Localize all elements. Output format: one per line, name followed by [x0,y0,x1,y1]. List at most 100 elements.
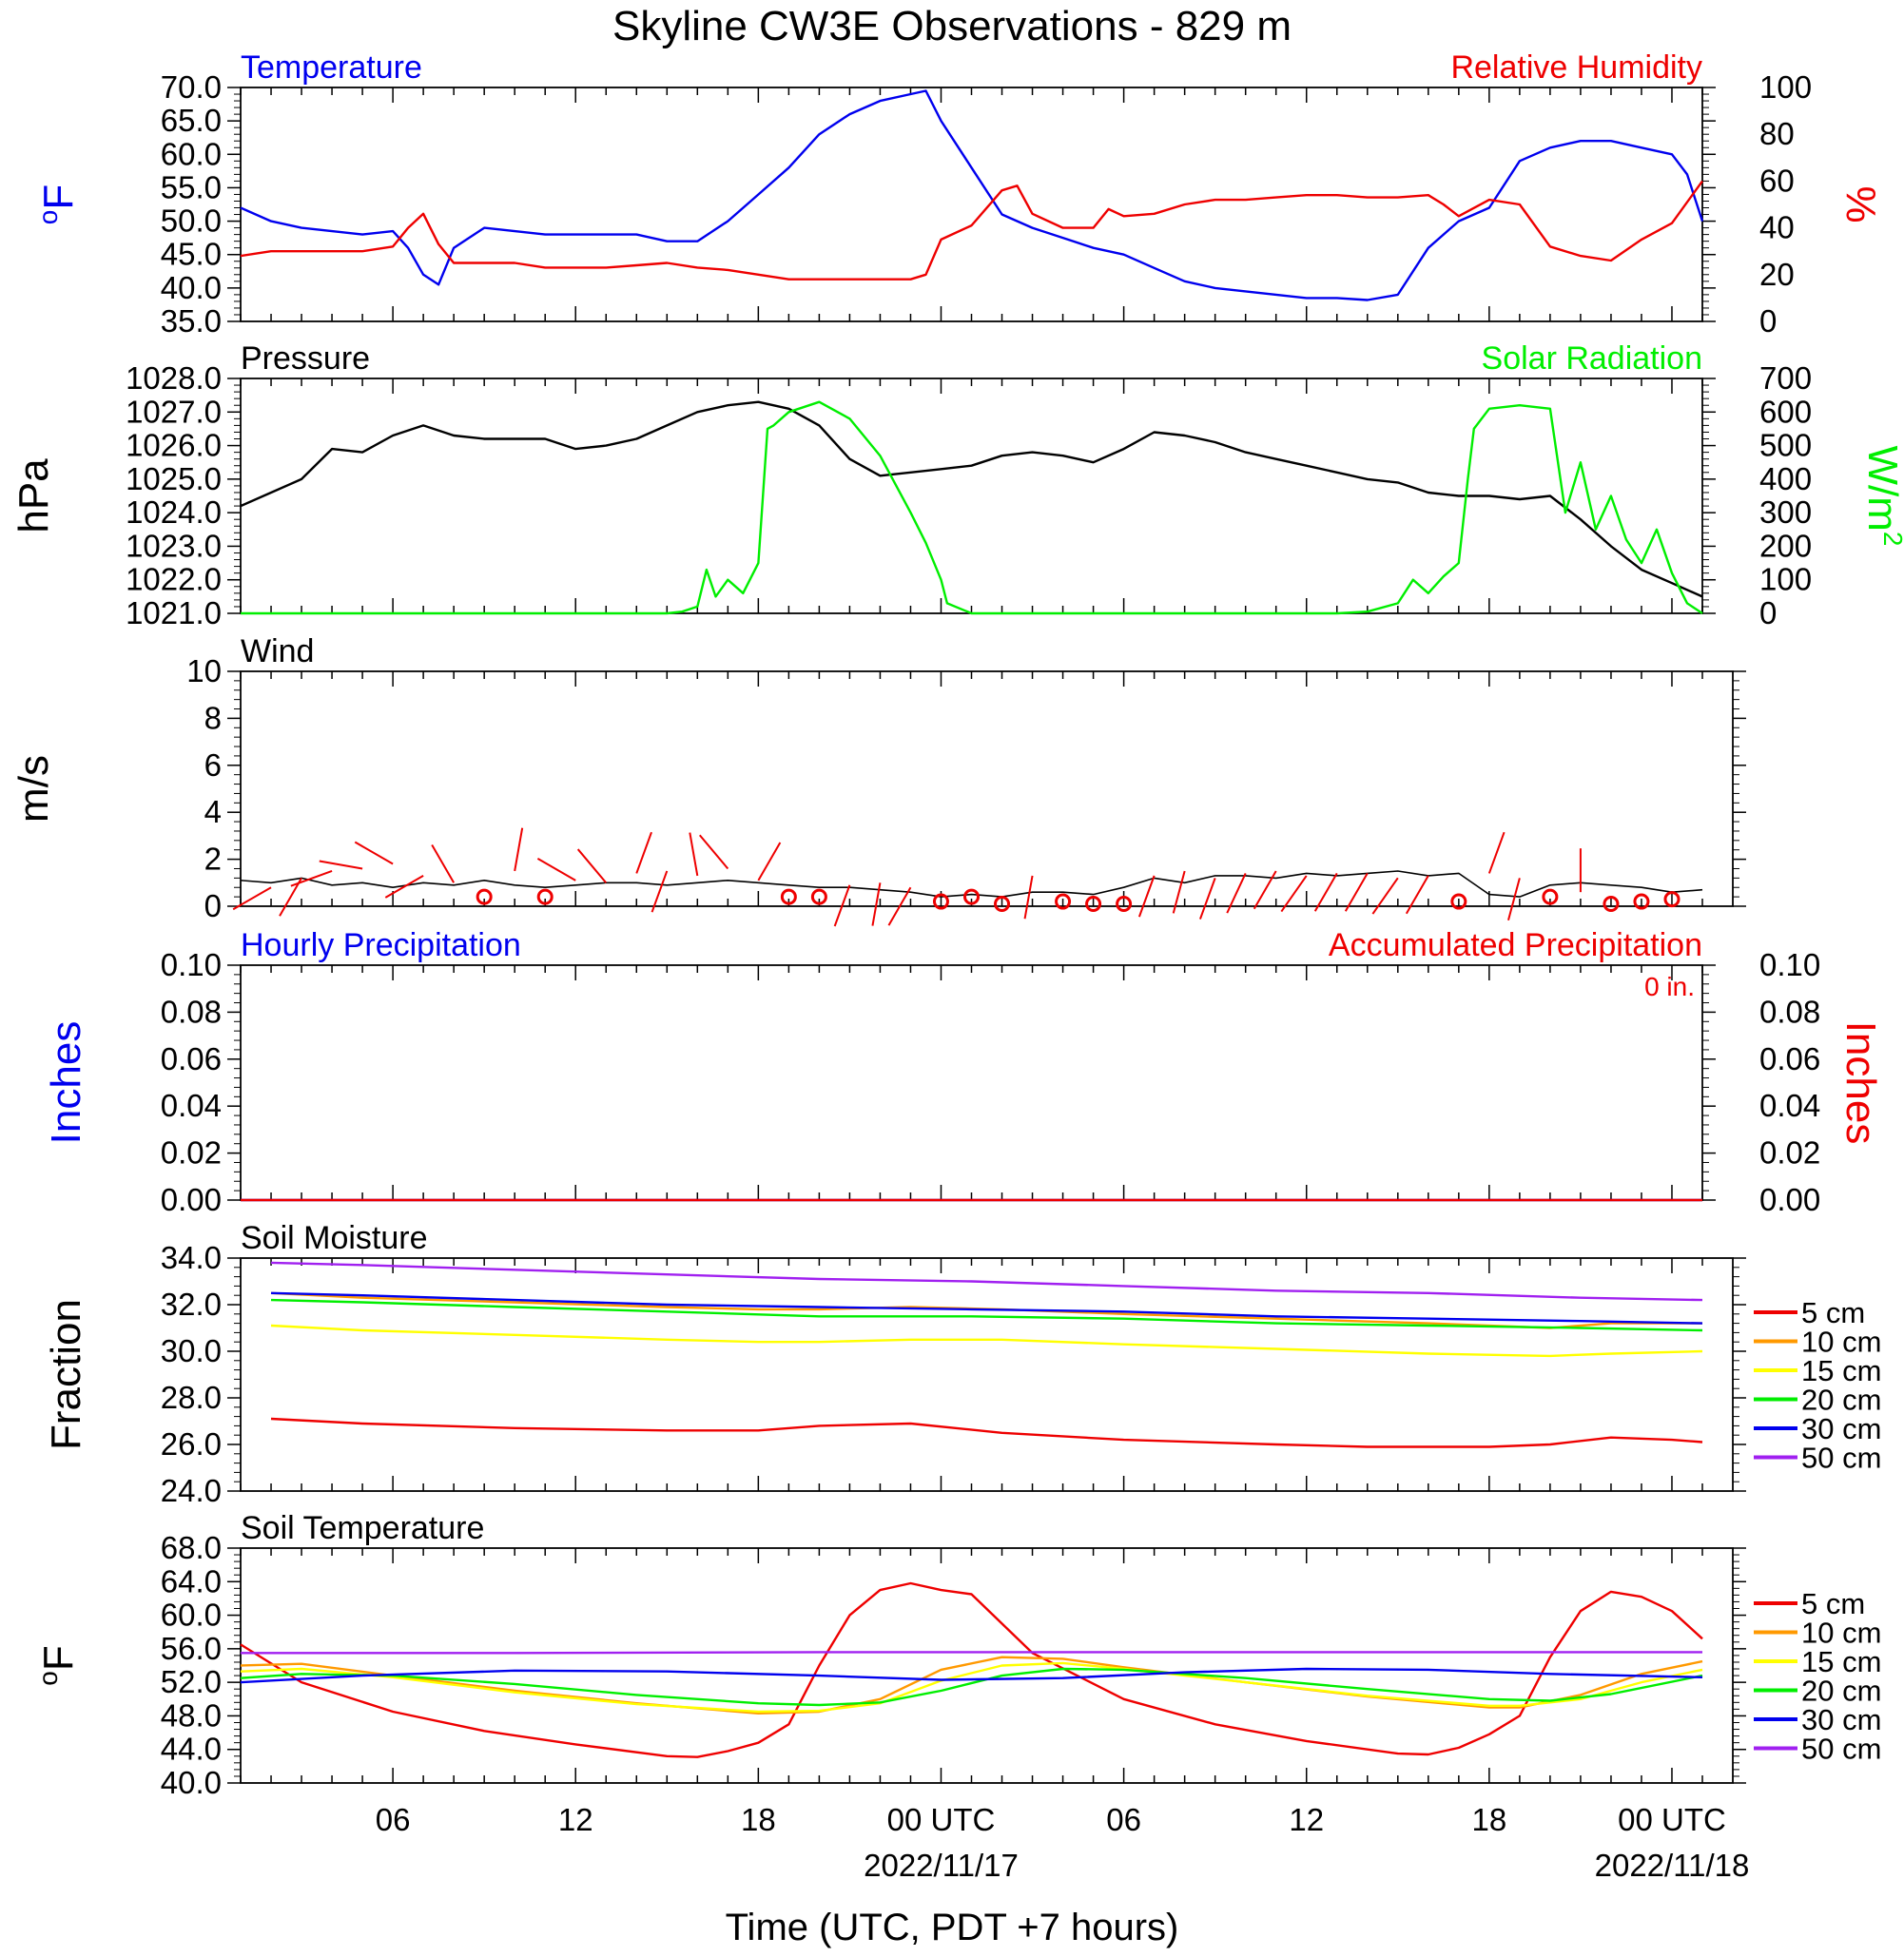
wind-barb [757,842,782,882]
series-line-30-cm [270,1291,1703,1325]
y-right-tick-label: 40 [1759,210,1795,245]
x-tick-label: 12 [1289,1802,1324,1837]
series-line-50-cm [241,1651,1702,1655]
y-right-title: Inches [1837,1021,1884,1145]
series-line-relative-humidity [240,180,1703,281]
y-tick-label: 28.0 [161,1380,222,1415]
panel-pressure-solar: 1021.01022.01023.01024.01025.01026.01027… [10,340,1904,630]
y-tick-label: 64.0 [161,1563,222,1599]
y-tick-label: 8 [204,700,222,735]
wind-barb [1507,878,1521,921]
wind-barb [833,884,851,927]
y-right-title: % [1837,185,1884,223]
panel-left-title: Pressure [241,340,370,377]
panel-right-title: Relative Humidity [1450,49,1702,86]
legend-label: 5 cm [1801,1587,1865,1620]
panel-soil-temperature: 40.044.048.052.056.060.064.068.0 Soil Tem… [33,1510,1881,1800]
x-axis-title: Time (UTC, PDT +7 hours) [726,1907,1179,1948]
y-tick-label: 1021.0 [126,595,222,630]
wind-barb [698,834,729,870]
y-tick-label: 52.0 [161,1664,222,1699]
panel-soil-moisture: 24.0 26.0 28.0 30.0 32.0 34.0 Soil Moisture Fra… [43,1220,1881,1508]
series-line-30-cm [240,1667,1703,1684]
wind-barb [1280,875,1308,913]
x-axis-labels: 06 12 18 00 UTC 06 12 18 00 UTC 2022/11/17 2022/1… [376,1802,1750,1883]
y-tick-label: 68.0 [161,1530,222,1565]
y-tick-label: 44.0 [161,1732,222,1767]
wind-barb [354,841,394,865]
wind-barb [1253,870,1277,910]
wind-barb [319,860,363,870]
panel-frame [240,1257,1734,1492]
series-line-pressure [240,400,1703,598]
legend-label: 50 cm [1801,1442,1881,1475]
wind-barb-calm [1085,896,1102,913]
y-tick-label: 4 [204,794,222,829]
y-tick-label: 1024.0 [126,494,222,530]
wind-barb [536,857,576,882]
wind-barb-calm [1603,896,1620,913]
panel-left-title: Wind [241,633,314,669]
legend-label: 20 cm [1801,1675,1881,1708]
wind-barb [887,886,912,926]
y-right-tick-label: 60 [1759,163,1795,198]
y-right-tick-label: 0 [1759,303,1777,339]
panel-frame [240,1547,1734,1784]
wind-barb [635,831,652,874]
y-right-tick-label: 700 [1759,360,1812,396]
wind-barb [1137,875,1156,918]
panel-left-title: Hourly Precipitation [241,927,521,963]
x-tick-label: 06 [376,1802,411,1837]
figure-title: Skyline CW3E Observations - 829 m [612,3,1292,49]
x-tick-label: 18 [1471,1802,1506,1837]
y-tick-label: 50.0 [161,203,222,239]
y-right-tick-label: 0.08 [1759,994,1820,1029]
y-tick-label: 0 [204,888,222,923]
y-tick-label: 34.0 [161,1240,222,1275]
panel-wind: 0 2 4 6 8 10 Wind m/s [10,633,1746,927]
y-tick-label: 30.0 [161,1333,222,1368]
x-tick-label: 12 [558,1802,593,1837]
legend-label: 50 cm [1801,1733,1881,1766]
x-tick-label: 06 [1106,1802,1141,1837]
y-tick-label: 10 [186,653,222,688]
panel-temp-rh: 35.040.045.050.055.060.065.070.0 0 20 40 60 8… [33,49,1884,339]
y-tick-label: 60.0 [161,136,222,171]
y-tick-label: 1026.0 [126,428,222,463]
y-right-tick-label: 0.06 [1759,1041,1820,1076]
y-tick-label: 1022.0 [126,562,222,597]
y-tick-label: 55.0 [161,169,222,204]
y-tick-label: 35.0 [161,303,222,339]
series-line-15-cm [270,1324,1703,1358]
y-left-title: Fraction [43,1299,89,1450]
y-tick-label: 0.06 [161,1041,222,1076]
wind-barb [1313,872,1338,912]
y-right-tick-label: 20 [1759,257,1795,292]
panel-frame [240,87,1703,322]
wind-barb [689,832,699,877]
y-right-tick-label: 80 [1759,116,1795,151]
y-tick-label: 24.0 [161,1473,222,1508]
y-right-tick-label: 0 [1759,595,1777,630]
panel-right-title: Solar Radiation [1482,340,1702,377]
wind-barb [1405,875,1429,915]
y-right-tick-label: 600 [1759,394,1812,429]
y-tick-label: 0.02 [161,1135,222,1171]
wind-barb [1023,875,1034,920]
wind-barb [1172,870,1186,914]
series-line-20-cm [270,1298,1703,1332]
wind-barb-calm [780,888,797,905]
y-tick-label: 0.00 [161,1182,222,1217]
y-tick-label: 65.0 [161,103,222,138]
y-left-title: hPa [10,458,57,533]
wind-barb [871,882,882,926]
wind-barb [514,827,524,872]
x-tick-label: 18 [741,1802,776,1837]
wind-barb [232,886,272,911]
wind-barb-calm [932,893,949,910]
x-date-label: 2022/11/18 [1595,1848,1750,1883]
y-right-tick-label: 0.02 [1759,1135,1820,1171]
wind-barb-calm [1542,888,1559,905]
y-tick-label: 1025.0 [126,461,222,496]
